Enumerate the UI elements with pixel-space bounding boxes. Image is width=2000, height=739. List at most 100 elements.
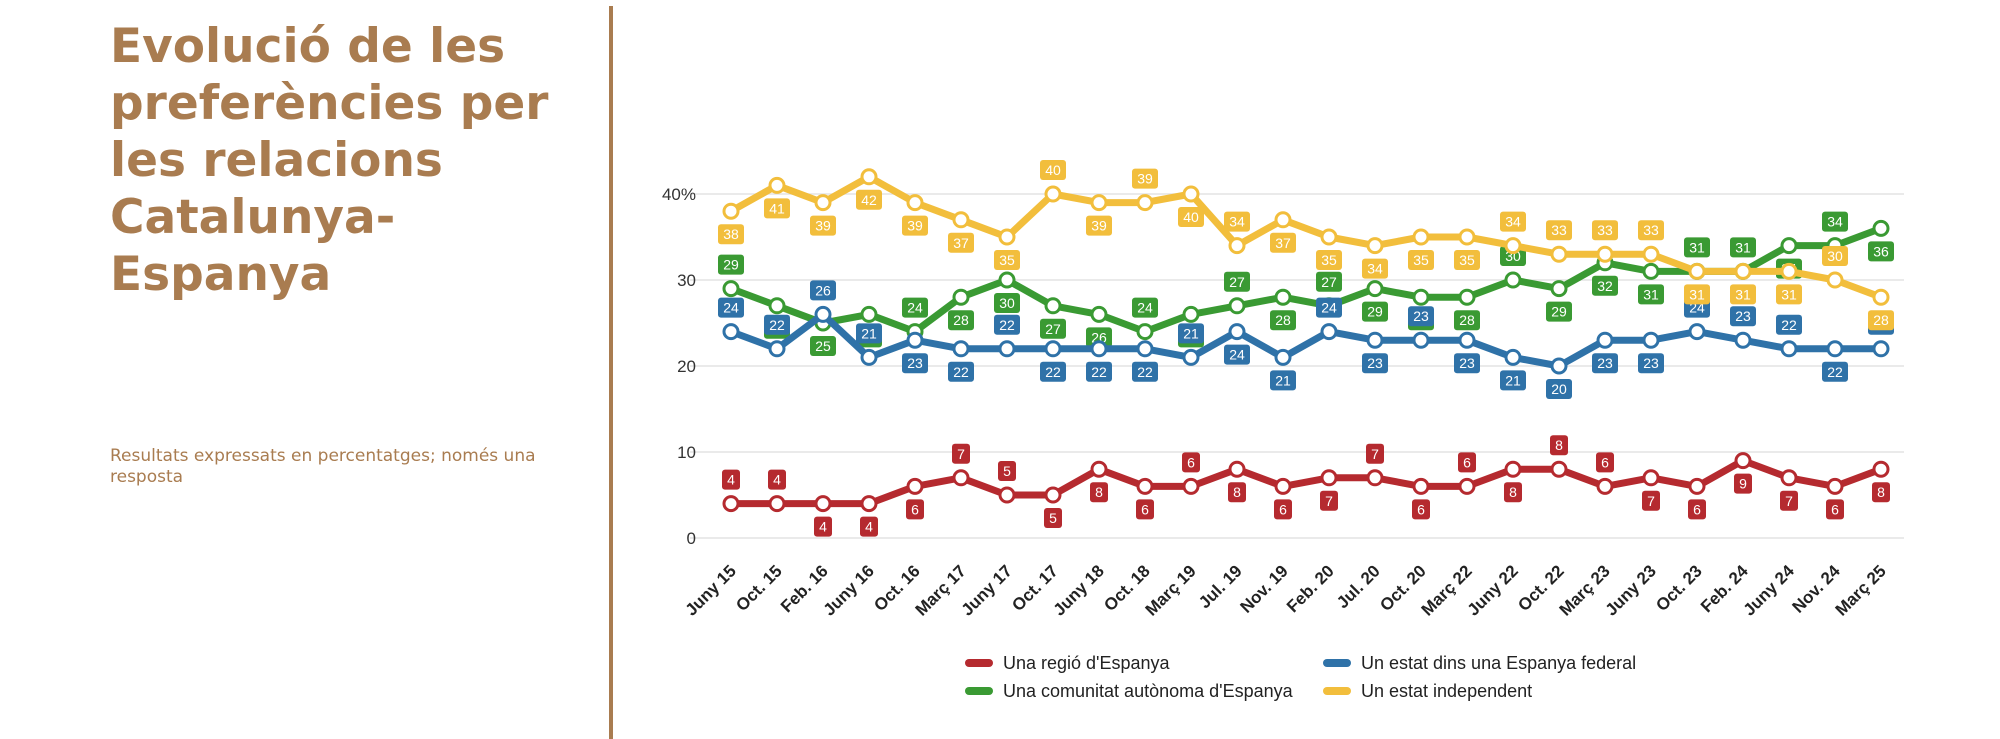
data-point: [998, 486, 1016, 504]
data-label-box: [1224, 211, 1250, 232]
data-point: [1504, 348, 1522, 366]
data-label-box: [1822, 211, 1848, 232]
data-label-box: [1228, 482, 1246, 503]
x-tick-label: Oct. 15: [732, 561, 786, 615]
data-label-box: [718, 224, 744, 245]
series-2: 2927252624283027262426272827292828302932…: [718, 211, 1894, 356]
y-tick-label: 20: [677, 357, 696, 376]
data-label: 33: [1597, 222, 1613, 238]
data-label-box: [1132, 168, 1158, 189]
data-label-box: [1730, 284, 1756, 305]
data-label: 22: [1091, 364, 1107, 380]
data-label-box: [902, 297, 928, 318]
data-label-box: [1086, 361, 1112, 382]
data-label-box: [1458, 452, 1476, 473]
data-label: 21: [1275, 372, 1291, 388]
data-label: 22: [999, 317, 1015, 333]
data-point: [1320, 469, 1338, 487]
data-label: 21: [1183, 325, 1199, 341]
data-point: [1780, 262, 1798, 280]
data-point: [1688, 477, 1706, 495]
data-point: [1412, 477, 1430, 495]
data-label-box: [1362, 258, 1388, 279]
data-label: 22: [769, 317, 785, 333]
data-point: [1596, 331, 1614, 349]
data-point: [768, 340, 786, 358]
data-label: 36: [1873, 243, 1889, 259]
data-point: [1136, 194, 1154, 212]
data-point: [998, 340, 1016, 358]
data-label-box: [1044, 508, 1062, 528]
data-label-box: [1270, 370, 1296, 391]
data-label: 39: [1091, 218, 1107, 234]
page-title: Evolució de les preferències per les rel…: [110, 19, 549, 302]
data-point: [1182, 477, 1200, 495]
data-point: [1090, 340, 1108, 358]
data-label-box: [952, 443, 970, 464]
data-label: 4: [773, 472, 781, 488]
data-point: [1642, 331, 1660, 349]
data-point: [1826, 477, 1844, 495]
legend-item: Un estat independent: [1323, 680, 1683, 702]
data-label: 40: [1183, 209, 1199, 225]
data-point: [1504, 271, 1522, 289]
data-point: [1136, 323, 1154, 341]
legend-label: Un estat dins una Espanya federal: [1361, 652, 1637, 673]
data-point: [1872, 460, 1890, 478]
x-tick-label: Juny 18: [1050, 561, 1108, 619]
data-label-box: [1454, 310, 1480, 331]
legend-swatch: [965, 659, 993, 667]
data-point: [1550, 460, 1568, 478]
data-point: [1228, 237, 1246, 255]
data-label: 8: [1509, 484, 1517, 500]
data-label-box: [1684, 284, 1710, 305]
data-point: [1734, 262, 1752, 280]
data-label: 22: [953, 364, 969, 380]
data-label-box: [1868, 241, 1894, 262]
data-label: 23: [1735, 308, 1751, 324]
data-point: [722, 202, 740, 220]
data-label-box: [718, 254, 744, 275]
data-label-box: [1362, 353, 1388, 374]
data-label-box: [1270, 310, 1296, 331]
data-point: [1090, 460, 1108, 478]
data-label: 23: [1643, 355, 1659, 371]
page-subtitle: Resultats expressats en percentatges; no…: [110, 446, 536, 487]
data-point: [814, 305, 832, 323]
data-label: 27: [1229, 274, 1245, 290]
data-label: 8: [1555, 437, 1563, 453]
data-label: 33: [1551, 222, 1567, 238]
data-point: [1826, 271, 1844, 289]
data-label-box: [1362, 301, 1388, 322]
legend-swatch: [1323, 659, 1351, 667]
data-point: [1274, 348, 1292, 366]
data-label: 35: [1459, 252, 1475, 268]
data-label-box: [1086, 215, 1112, 236]
data-point: [768, 297, 786, 315]
data-label-box: [1730, 306, 1756, 327]
data-point: [1044, 185, 1062, 203]
data-point: [1044, 340, 1062, 358]
data-label: 29: [1367, 304, 1383, 320]
data-label: 39: [1137, 171, 1153, 187]
data-point: [722, 495, 740, 513]
data-label-box: [1178, 207, 1204, 227]
data-label: 23: [1459, 355, 1475, 371]
data-label: 23: [1597, 355, 1613, 371]
data-label: 24: [1137, 300, 1153, 316]
data-point: [1274, 211, 1292, 229]
legend-item: Una comunitat autònoma d'Espanya: [965, 680, 1323, 702]
data-label-box: [1224, 271, 1250, 292]
data-label: 24: [1229, 347, 1245, 363]
legend-item: Una regió d'Espanya: [965, 652, 1323, 674]
data-point: [1872, 288, 1890, 306]
data-label-box: [1822, 361, 1848, 382]
series-1: 4 4 4 4 6 7 5 5 8 6 6 8 6 7 7 6 6 8 8 6 7 6 9 7 6 8: [722, 435, 1890, 537]
data-label-box: [1500, 211, 1526, 232]
data-label: 6: [1463, 454, 1471, 470]
y-tick-label: 0: [687, 529, 696, 548]
data-label: 8: [1233, 484, 1241, 500]
data-label-box: [1132, 297, 1158, 318]
data-point: [1550, 245, 1568, 263]
